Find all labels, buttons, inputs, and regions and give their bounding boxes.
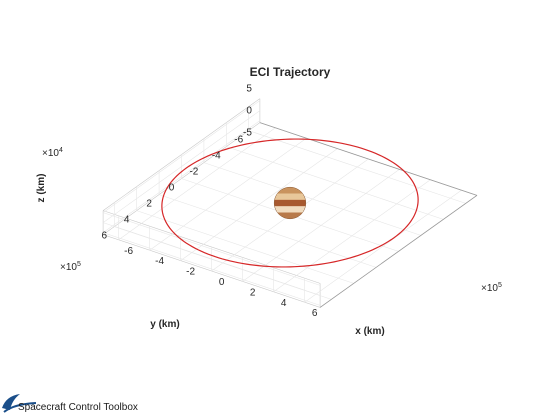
planet-band	[274, 206, 306, 214]
x-tick-label: 4	[281, 298, 287, 309]
y-tick-label: -4	[212, 151, 221, 162]
grid-line-y	[159, 194, 377, 268]
y-axis-label: y (km)	[150, 319, 179, 330]
x-exponent-label: ×105	[481, 282, 502, 294]
y-tick-label: 4	[124, 215, 130, 226]
y-tick-label: -6	[234, 135, 243, 146]
y-tick-label: 2	[146, 199, 152, 210]
y-tick-label: -2	[189, 167, 198, 178]
grid-line-y	[136, 210, 354, 284]
grid-line-z	[103, 222, 321, 296]
planet-outline	[273, 186, 307, 220]
grid-line-y	[226, 146, 444, 220]
chart-title: ECI Trajectory	[250, 65, 331, 79]
y-tick-label: 0	[169, 183, 175, 194]
orbit-series	[161, 138, 419, 268]
grid-line-z	[102, 120, 261, 233]
y-exponent-label: ×105	[60, 261, 81, 273]
grid-line-y	[248, 130, 466, 204]
planet-band	[274, 193, 306, 201]
x-tick-label: -2	[186, 267, 195, 278]
x-tick-label: -6	[124, 246, 133, 257]
grid-line-z	[103, 212, 321, 286]
central-body	[273, 186, 307, 220]
y-axis-line	[319, 195, 478, 308]
z-tick-label: 0	[246, 106, 252, 117]
x-axis-line	[259, 122, 478, 196]
planet-band	[274, 212, 306, 219]
planet-bands	[274, 187, 306, 219]
x-tick-label: 6	[312, 308, 318, 319]
z-axis-label: z (km)	[36, 174, 47, 203]
axes-box-front	[259, 122, 478, 308]
toolbox-logo	[2, 394, 37, 413]
x-tick-labels: -6 -4 -2 0 2 4 6	[124, 246, 318, 319]
z-exponent-label: ×104	[42, 147, 63, 159]
grid-line-y	[203, 162, 421, 236]
x-tick-label: 2	[250, 287, 256, 298]
orbit-line	[161, 138, 419, 268]
x-tick-label: -4	[155, 256, 164, 267]
grid-lines	[102, 100, 466, 306]
x-tick-label: 0	[219, 277, 225, 288]
z-tick-label: -5	[243, 128, 252, 139]
y-tick-label: 6	[102, 231, 108, 242]
x-axis-label: x (km)	[355, 326, 384, 337]
planet-band	[274, 199, 306, 207]
grid-line-z	[102, 110, 261, 223]
z-tick-labels: -5 0 5	[243, 84, 252, 139]
grid-line-z	[102, 100, 261, 213]
footer-label: Spacecraft Control Toolbox	[18, 402, 138, 413]
grid-line-z	[103, 232, 321, 306]
z-tick-label: 5	[246, 84, 252, 95]
y-tick-labels: -6 -4 -2 0 2 4 6	[102, 135, 244, 242]
planet-band	[274, 187, 306, 194]
